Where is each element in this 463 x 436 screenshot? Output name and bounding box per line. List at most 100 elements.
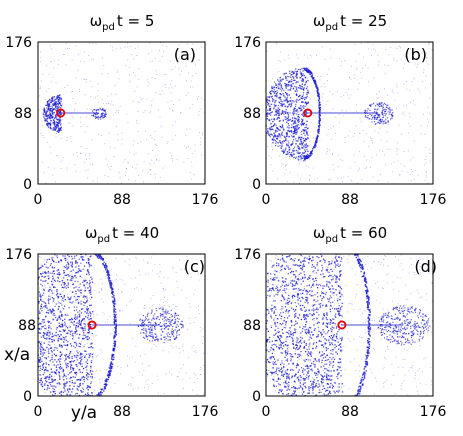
particle-dot	[172, 330, 175, 332]
particle-dot	[182, 378, 184, 380]
particle-dot	[82, 338, 84, 340]
particle-dot	[176, 330, 179, 332]
particle-dot	[89, 291, 92, 293]
particle-dot	[164, 325, 166, 327]
particle-dot	[284, 85, 286, 87]
particle-dot	[97, 102, 99, 104]
particle-dot	[52, 314, 54, 316]
particle-dot	[44, 383, 46, 385]
particle-dot	[145, 318, 147, 320]
particle-dot	[316, 134, 319, 136]
particle-dot	[305, 104, 308, 106]
particle-dot	[50, 116, 52, 119]
particle-dot	[48, 348, 50, 350]
particle-dot	[58, 274, 60, 276]
particle-dot	[76, 397, 77, 398]
particle-dot	[59, 124, 62, 126]
particle-dot	[47, 271, 49, 273]
particle-dot	[54, 286, 56, 288]
particle-dot	[116, 71, 118, 73]
particle-dot	[47, 282, 49, 284]
particle-dot	[38, 366, 40, 368]
particle-dot	[71, 59, 73, 61]
particle-dot	[199, 143, 201, 145]
particle-dot	[41, 381, 44, 383]
particle-dot	[78, 265, 80, 267]
particle-dot	[174, 134, 176, 136]
particle-dot	[112, 358, 115, 360]
particle-dot	[55, 386, 57, 388]
particle-dot	[90, 96, 92, 98]
particle-dot	[39, 263, 41, 265]
particle-dot	[171, 80, 173, 82]
particle-dot	[297, 138, 300, 140]
particle-dot	[153, 325, 156, 328]
particle-dot	[289, 84, 291, 86]
particle-dot	[272, 99, 274, 101]
particle-dot	[58, 112, 60, 114]
particle-dot	[264, 120, 265, 121]
particle-dot	[172, 332, 174, 335]
particle-dot	[83, 285, 85, 287]
particle-dot	[32, 283, 33, 284]
particle-dot	[79, 289, 81, 291]
particle-dot	[107, 378, 109, 381]
particle-dot	[50, 110, 52, 112]
particle-dot	[295, 94, 298, 96]
particle-dot	[83, 355, 84, 356]
particle-dot	[88, 328, 90, 330]
particle-dot	[100, 278, 102, 280]
particle-dot	[185, 135, 187, 136]
particle-dot	[101, 258, 103, 260]
particle-dot	[50, 310, 53, 312]
particle-dot	[78, 396, 79, 397]
particle-dot	[382, 105, 384, 107]
particle-dot	[297, 174, 298, 176]
particle-dot	[50, 48, 52, 50]
particle-dot	[65, 358, 67, 360]
particle-dot	[419, 92, 421, 94]
particle-dot	[301, 144, 303, 146]
particle-dot	[420, 125, 422, 127]
particle-dot	[171, 316, 173, 318]
particle-dot	[47, 125, 49, 127]
particle-dot	[143, 329, 145, 331]
particle-dot	[53, 122, 56, 124]
particle-dot	[168, 87, 170, 89]
particle-dot	[16, 338, 17, 339]
particle-dot	[136, 287, 138, 289]
particle-dot	[90, 382, 92, 385]
particle-dot	[161, 90, 163, 91]
particle-dot	[428, 152, 430, 154]
particle-dot	[185, 65, 187, 67]
particle-dot	[377, 113, 379, 115]
particle-dot	[370, 105, 372, 107]
particle-dot	[430, 57, 432, 59]
particle-dot	[90, 304, 92, 306]
particle-dot	[122, 310, 124, 312]
particle-dot	[135, 47, 136, 49]
particle-dot	[306, 96, 308, 98]
particle-dot	[167, 335, 169, 337]
particle-dot	[56, 270, 58, 272]
particle-dot	[305, 143, 307, 145]
particle-dot	[285, 111, 287, 113]
particle-dot	[152, 336, 154, 338]
particle-dot	[164, 323, 166, 325]
particle-dot	[83, 376, 85, 378]
particle-dot	[301, 106, 304, 108]
particle-dot	[284, 173, 286, 175]
particle-dot	[146, 315, 148, 317]
particle-dot	[90, 251, 91, 252]
particle-dot	[149, 326, 151, 328]
particle-dot	[425, 162, 427, 164]
particle-dot	[72, 249, 73, 250]
particle-dot	[89, 264, 91, 267]
particle-dot	[87, 313, 89, 315]
particle-dot	[145, 316, 147, 318]
particle-dot	[89, 285, 91, 287]
particle-dot	[52, 300, 55, 302]
particle-dot	[280, 142, 282, 144]
particle-dot	[69, 378, 71, 380]
particle-dot	[29, 297, 30, 298]
